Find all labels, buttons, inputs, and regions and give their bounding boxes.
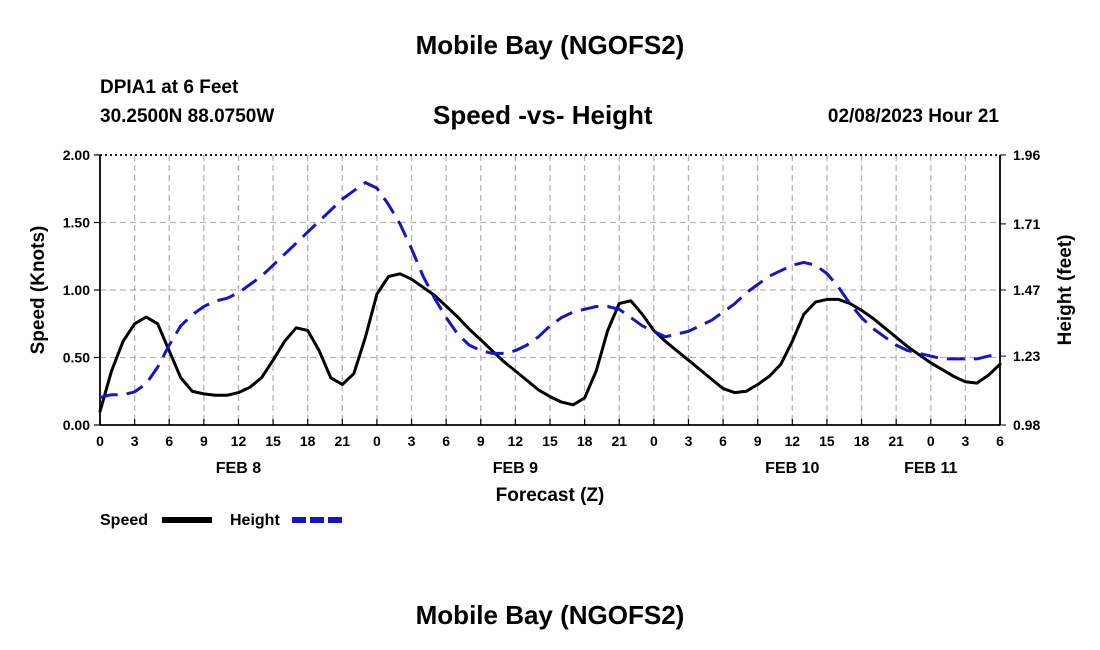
x-tick-label: 6 (996, 433, 1004, 449)
legend-label-height: Height (230, 512, 280, 529)
x-tick-label: 15 (542, 433, 558, 449)
x-tick-label: 18 (300, 433, 316, 449)
y2-tick-label: 0.98 (1013, 417, 1040, 433)
y2-tick-label: 1.71 (1013, 216, 1040, 232)
legend-layer: Speed Height (100, 512, 342, 529)
station-label: DPIA1 at 6 Feet (100, 77, 239, 98)
chart-subtitle: Speed -vs- Height (433, 100, 653, 130)
x-tick-label: 3 (408, 433, 416, 449)
x-tick-label: 21 (888, 433, 904, 449)
speed-series-line (98, 272, 1002, 413)
x-tick-label: 21 (611, 433, 627, 449)
x-tick-label: 3 (131, 433, 139, 449)
x-tick-label: 12 (231, 433, 247, 449)
grid-layer (100, 155, 1000, 425)
x-tick-label: 15 (265, 433, 281, 449)
y-tick-label: 1.00 (63, 282, 90, 298)
x-tick-label: 6 (442, 433, 450, 449)
x-tick-label: 0 (96, 433, 104, 449)
x-tick-label: 6 (165, 433, 173, 449)
y2-tick-label: 1.23 (1013, 348, 1040, 364)
y2-tick-label: 1.47 (1013, 282, 1040, 298)
chart-title: Mobile Bay (NGOFS2) (415, 30, 685, 60)
labels-layer: 0 3 6 9 12 15 18 21 0 3 6 9 12 15 18 21 0 3 6 9 12 15 18 21 0 3 60… (28, 147, 1076, 506)
x-tick-label: 0 (373, 433, 381, 449)
date-label: FEB 10 (765, 460, 819, 477)
x-tick-label: 3 (961, 433, 969, 449)
chart-title-bottom: Mobile Bay (NGOFS2) (415, 600, 685, 630)
forecast-datetime: 02/08/2023 Hour 21 (827, 106, 999, 127)
x-tick-label: 0 (927, 433, 935, 449)
x-tick-label: 15 (819, 433, 835, 449)
x-tick-label: 18 (854, 433, 870, 449)
y2-axis-title: Height (feet) (1055, 235, 1076, 346)
x-tick-label: 21 (335, 433, 351, 449)
y-tick-label: 0.50 (63, 350, 90, 366)
location-label: 30.2500N 88.0750W (100, 106, 275, 127)
date-label: FEB 8 (216, 460, 261, 477)
y-tick-label: 1.50 (63, 215, 90, 231)
series-layer (98, 181, 1002, 413)
x-tick-label: 9 (477, 433, 485, 449)
date-label: FEB 9 (493, 460, 538, 477)
height-series-line (99, 181, 1001, 399)
x-tick-label: 9 (200, 433, 208, 449)
x-tick-label: 12 (508, 433, 524, 449)
axes-layer (94, 154, 1006, 426)
y-axis-title: Speed (Knots) (28, 226, 49, 355)
x-tick-label: 9 (754, 433, 762, 449)
x-tick-label: 3 (685, 433, 693, 449)
x-axis-title: Forecast (Z) (496, 485, 605, 506)
x-tick-label: 12 (785, 433, 801, 449)
y2-tick-label: 1.96 (1013, 147, 1040, 163)
x-tick-label: 0 (650, 433, 658, 449)
date-label: FEB 11 (904, 460, 957, 477)
legend-label-speed: Speed (100, 512, 148, 529)
y-tick-label: 2.00 (63, 147, 90, 163)
x-tick-label: 18 (577, 433, 593, 449)
y-tick-label: 0.00 (63, 417, 90, 433)
x-tick-label: 6 (719, 433, 727, 449)
